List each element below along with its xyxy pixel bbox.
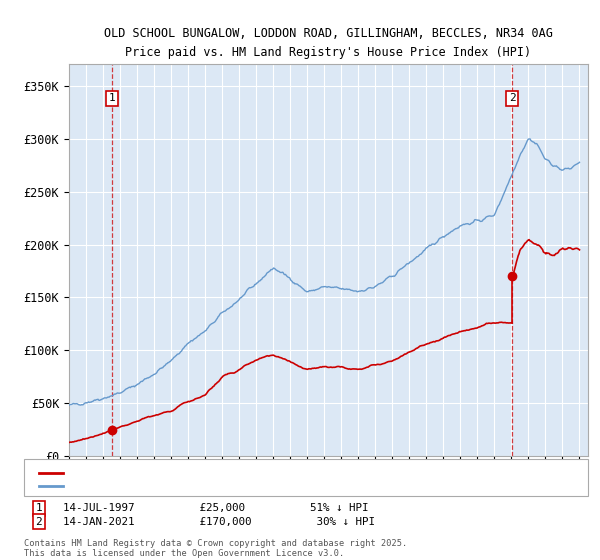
- Title: OLD SCHOOL BUNGALOW, LODDON ROAD, GILLINGHAM, BECCLES, NR34 0AG
Price paid vs. H: OLD SCHOOL BUNGALOW, LODDON ROAD, GILLIN…: [104, 27, 553, 59]
- Text: 1: 1: [109, 94, 116, 103]
- Text: Contains HM Land Registry data © Crown copyright and database right 2025.
This d: Contains HM Land Registry data © Crown c…: [24, 539, 407, 558]
- Text: HPI: Average price, semi-detached house, South Norfolk: HPI: Average price, semi-detached house,…: [69, 481, 393, 491]
- Text: OLD SCHOOL BUNGALOW, LODDON ROAD, GILLINGHAM, BECCLES, NR34 0AG (semi-detached: OLD SCHOOL BUNGALOW, LODDON ROAD, GILLIN…: [69, 468, 537, 478]
- Text: 2: 2: [35, 517, 43, 527]
- Text: 14-JAN-2021          £170,000          30% ↓ HPI: 14-JAN-2021 £170,000 30% ↓ HPI: [63, 517, 375, 527]
- Text: 2: 2: [509, 94, 515, 103]
- Text: 1: 1: [35, 503, 43, 514]
- Text: 14-JUL-1997          £25,000          51% ↓ HPI: 14-JUL-1997 £25,000 51% ↓ HPI: [63, 503, 368, 514]
